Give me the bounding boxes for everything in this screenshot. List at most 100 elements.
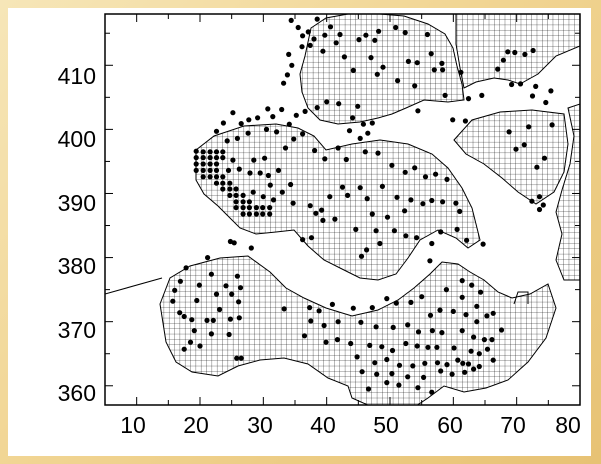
land-south-mainland bbox=[159, 255, 557, 405]
observation-point bbox=[275, 167, 282, 173]
observation-point bbox=[391, 228, 397, 234]
observation-point bbox=[530, 47, 536, 54]
observation-point bbox=[489, 337, 495, 343]
observation-point bbox=[460, 360, 466, 366]
observation-point bbox=[414, 235, 420, 241]
observation-point bbox=[247, 170, 253, 176]
observation-point bbox=[240, 211, 246, 217]
observation-point bbox=[365, 130, 371, 136]
observation-point bbox=[462, 118, 468, 124]
observation-point bbox=[245, 130, 251, 136]
observation-point bbox=[267, 182, 273, 188]
observation-point bbox=[402, 169, 408, 175]
observation-point bbox=[336, 101, 342, 107]
observation-point bbox=[246, 211, 252, 217]
observation-point bbox=[421, 374, 427, 380]
observation-point bbox=[403, 233, 409, 239]
observation-point bbox=[375, 150, 381, 156]
observation-point bbox=[263, 126, 270, 132]
observation-point bbox=[429, 328, 435, 334]
observation-point bbox=[213, 161, 220, 167]
observation-point bbox=[459, 294, 465, 300]
observation-point bbox=[267, 205, 273, 211]
observation-point bbox=[300, 131, 306, 137]
observation-point bbox=[380, 64, 386, 70]
observation-point bbox=[226, 331, 232, 338]
observation-point bbox=[230, 110, 236, 116]
observation-point bbox=[402, 30, 408, 36]
observation-point bbox=[319, 207, 325, 213]
observation-points bbox=[170, 16, 555, 395]
observation-point bbox=[389, 371, 395, 377]
observation-point bbox=[414, 343, 420, 349]
observation-point bbox=[335, 319, 341, 325]
observation-point bbox=[301, 333, 308, 339]
observation-point bbox=[236, 315, 242, 321]
observation-point bbox=[308, 318, 314, 324]
x-tick-label-70: 70 bbox=[500, 412, 526, 438]
observation-point bbox=[322, 156, 328, 162]
observation-point bbox=[307, 203, 313, 209]
observation-point bbox=[327, 194, 333, 200]
observation-point bbox=[420, 201, 426, 207]
observation-point bbox=[360, 121, 366, 127]
observation-point bbox=[207, 161, 213, 167]
observation-point bbox=[412, 83, 418, 89]
observation-point bbox=[240, 205, 246, 211]
observation-point bbox=[415, 385, 421, 391]
observation-point bbox=[529, 198, 535, 204]
observation-point bbox=[237, 285, 244, 291]
observation-point bbox=[405, 322, 411, 328]
observation-point bbox=[384, 380, 390, 386]
observation-point bbox=[227, 180, 233, 186]
observation-point bbox=[238, 121, 244, 127]
observation-point bbox=[177, 278, 183, 284]
observation-point bbox=[289, 62, 295, 68]
observation-point bbox=[458, 69, 464, 75]
observation-point bbox=[189, 317, 195, 323]
observation-point bbox=[321, 322, 327, 329]
observation-point bbox=[419, 294, 425, 300]
observation-point bbox=[177, 310, 183, 316]
observation-point bbox=[415, 329, 422, 335]
observation-point bbox=[521, 142, 527, 148]
observation-point bbox=[233, 186, 239, 192]
observation-point bbox=[320, 217, 326, 223]
observation-point bbox=[394, 194, 400, 200]
province-grid-map: 410 400 390 380 370 360 10 20 30 40 50 6… bbox=[58, 13, 581, 438]
observation-point bbox=[384, 356, 390, 363]
observation-point bbox=[365, 386, 372, 392]
observation-point bbox=[213, 180, 220, 186]
observation-point bbox=[362, 149, 368, 155]
observation-point bbox=[204, 317, 210, 323]
coastline-left bbox=[105, 277, 163, 295]
observation-point bbox=[429, 389, 435, 395]
observation-point bbox=[300, 33, 306, 39]
observation-point bbox=[396, 362, 403, 368]
observation-point bbox=[290, 200, 296, 206]
observation-point bbox=[405, 58, 411, 64]
observation-point bbox=[526, 124, 532, 130]
observation-point bbox=[484, 313, 490, 319]
observation-point bbox=[305, 29, 311, 35]
observation-point bbox=[350, 305, 356, 311]
observation-point bbox=[299, 44, 305, 50]
observation-point bbox=[427, 258, 433, 264]
observation-point bbox=[172, 287, 178, 293]
observation-point bbox=[455, 357, 461, 363]
observation-point bbox=[291, 136, 297, 142]
observation-point bbox=[300, 237, 306, 243]
observation-point bbox=[282, 145, 289, 151]
observation-point bbox=[274, 129, 280, 135]
observation-point bbox=[350, 67, 356, 73]
observation-point bbox=[193, 148, 199, 154]
observation-point bbox=[425, 344, 431, 350]
observation-point bbox=[234, 273, 240, 279]
observation-point bbox=[308, 235, 315, 241]
observation-point bbox=[414, 60, 420, 66]
observation-point bbox=[233, 199, 239, 205]
observation-point bbox=[348, 340, 354, 347]
observation-point bbox=[267, 211, 273, 217]
observation-point bbox=[463, 312, 469, 318]
observation-point bbox=[412, 165, 418, 171]
